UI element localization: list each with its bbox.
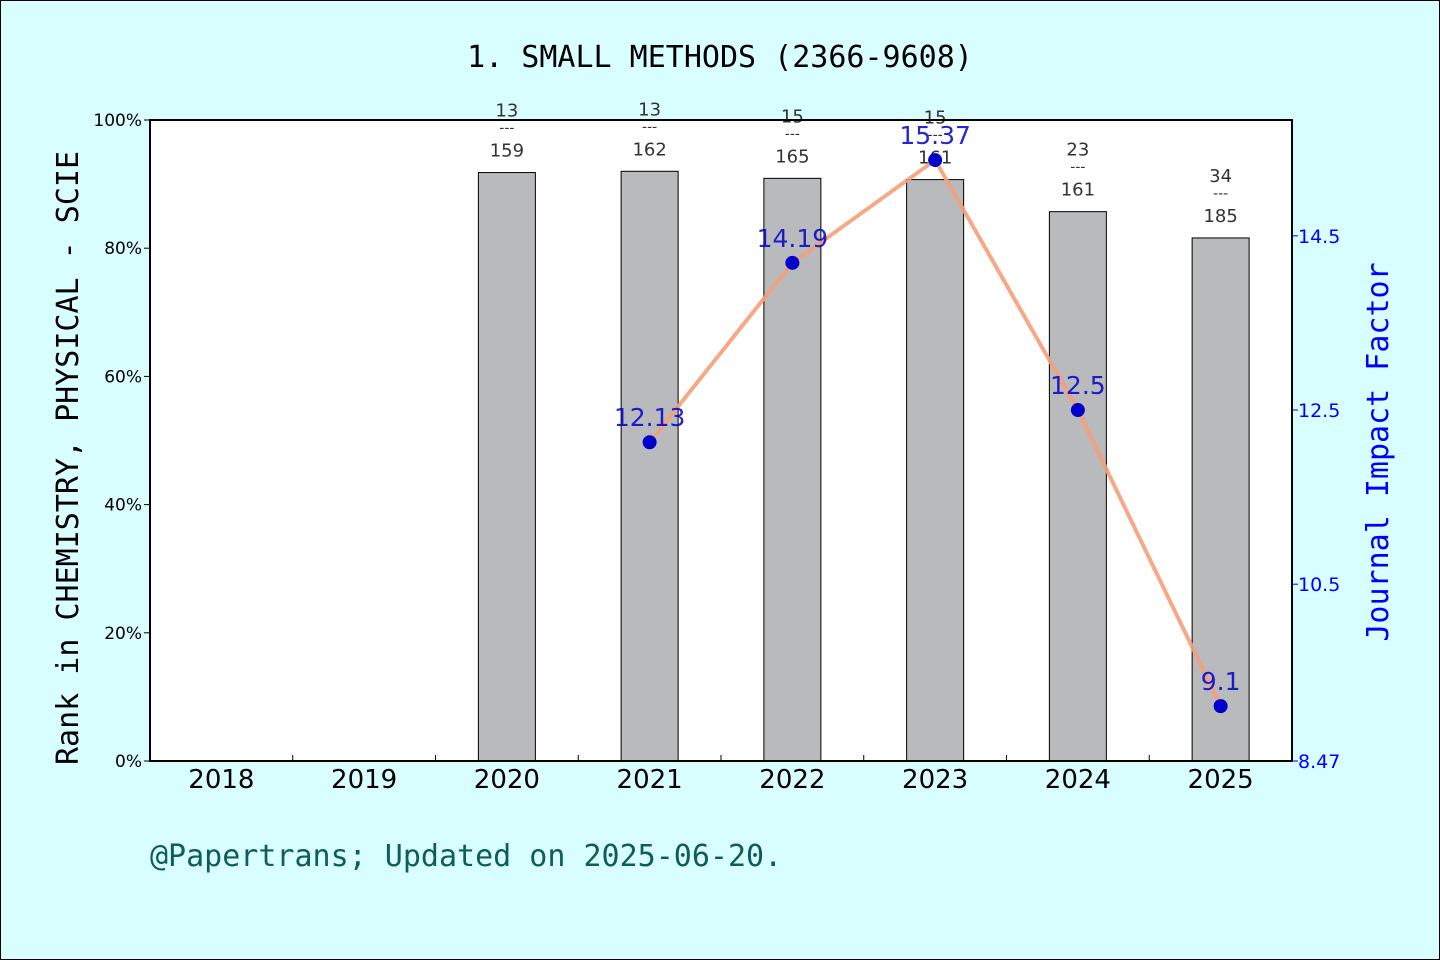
rank-divider-2025: --- — [1213, 186, 1228, 202]
rank-divider-2023: --- — [928, 128, 943, 144]
rank-label-2023: 15 — [924, 108, 947, 129]
y-tick-label: 60% — [104, 367, 142, 387]
x-tick-label: 2020 — [474, 765, 540, 795]
y2-axis: 8.47 10.5 12.5 14.5 — [1292, 226, 1340, 773]
rank-divider-2020: --- — [499, 121, 514, 137]
x-tick-label: 2025 — [1188, 765, 1254, 795]
rank-labels-group: 13---15913---16215---16515---16123---161… — [490, 99, 1238, 227]
y2-tick-label: 10.5 — [1298, 574, 1340, 596]
impact-factor-label-2023: 15.37 — [899, 121, 971, 150]
rank-label-2024: 23 — [1066, 140, 1089, 161]
y-tick-label: 20% — [104, 624, 142, 644]
bar-2020 — [477, 172, 536, 762]
bar-2023 — [906, 179, 965, 762]
x-tick-label: 2018 — [188, 765, 254, 795]
y-axis-label: Rank in CHEMISTRY, PHYSICAL - SCIE — [51, 151, 86, 765]
rank-label-2020: 13 — [495, 101, 518, 122]
rank-label-2021: 13 — [638, 99, 661, 120]
impact-factor-label-2025: 9.1 — [1201, 667, 1241, 696]
impact-factor-series: 12.13 14.19 15.37 12.5 9.1 — [614, 121, 1241, 714]
impact-factor-point-2025 — [1213, 699, 1228, 714]
bar-2021 — [620, 170, 679, 762]
rank-divider-2024: --- — [1070, 160, 1085, 176]
x-tick-label: 2023 — [902, 765, 968, 795]
chart-title: 1. SMALL METHODS (2366-9608) — [467, 40, 973, 75]
y2-axis-label: Journal Impact Factor — [1361, 262, 1396, 641]
rank-label-2022: 15 — [781, 106, 804, 127]
y-tick-label: 40% — [104, 496, 142, 516]
bar-2024 — [1048, 211, 1107, 762]
rank-divider-2022: --- — [785, 126, 800, 142]
y-tick-label: 0% — [115, 752, 142, 772]
x-tick-label: 2021 — [617, 765, 683, 795]
y-axis: 0% 20% 40% 60% 80% 100% — [93, 111, 150, 772]
impact-factor-label-2024: 12.5 — [1050, 371, 1106, 400]
bar-2025 — [1191, 237, 1250, 762]
bar-2022 — [763, 177, 822, 762]
impact-factor-point-2022 — [785, 255, 800, 270]
y2-tick-label: 8.47 — [1298, 751, 1340, 773]
footer-credit: @Papertrans; Updated on 2025-06-20. — [150, 839, 782, 874]
y2-tick-label: 14.5 — [1298, 226, 1340, 248]
impact-factor-point-2023 — [928, 153, 943, 168]
x-tick-label: 2019 — [331, 765, 397, 795]
impact-factor-point-2024 — [1070, 403, 1085, 418]
total-label-2025: 185 — [1203, 206, 1237, 227]
plot-area — [150, 120, 1292, 761]
impact-factor-label-2021: 12.13 — [614, 403, 686, 432]
y2-tick-label: 12.5 — [1298, 400, 1340, 422]
impact-factor-point-2021 — [642, 435, 657, 450]
rank-label-2025: 34 — [1209, 166, 1232, 187]
y-tick-label: 100% — [93, 111, 142, 131]
total-label-2024: 161 — [1061, 180, 1095, 201]
total-label-2020: 159 — [490, 141, 524, 162]
impact-factor-label-2022: 14.19 — [757, 224, 829, 253]
x-axis: 2018 2019 2020 2021 2022 2023 2024 2025 — [188, 755, 1254, 795]
total-label-2022: 165 — [775, 146, 809, 167]
x-tick-label: 2024 — [1045, 765, 1111, 795]
rank-divider-2021: --- — [642, 119, 657, 135]
x-tick-label: 2022 — [759, 765, 825, 795]
y-tick-label: 80% — [104, 239, 142, 259]
total-label-2021: 162 — [632, 139, 666, 160]
